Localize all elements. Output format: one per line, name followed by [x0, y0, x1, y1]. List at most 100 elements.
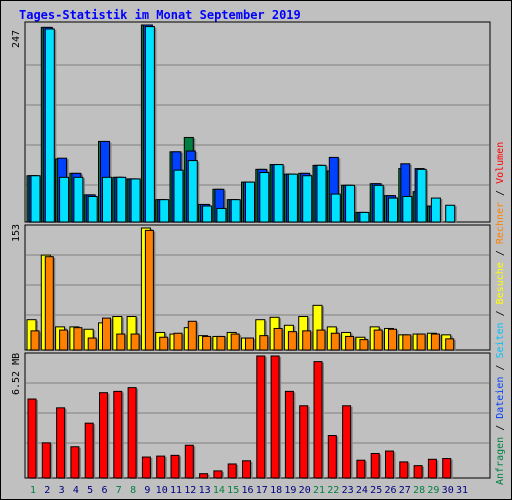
seiten-bar: [144, 26, 155, 223]
legend-entry: Rechner: [495, 202, 506, 244]
day-label: 26: [384, 485, 396, 496]
seiten-bar: [259, 172, 270, 223]
day-label: 11: [170, 485, 182, 496]
seiten-bar: [173, 169, 184, 223]
rechner-bar: [287, 331, 297, 351]
seiten-bar: [73, 176, 84, 223]
legend-separator: /: [495, 244, 506, 262]
day-label: 22: [327, 485, 339, 496]
seiten-bar: [359, 211, 370, 223]
seiten-bar: [287, 173, 298, 223]
rechner-bar: [316, 329, 326, 351]
day-label: 3: [59, 485, 65, 496]
rechner-bar: [187, 320, 197, 351]
volume-bars: [27, 355, 453, 479]
rechner-bar: [245, 337, 254, 351]
day-label: 19: [284, 485, 296, 496]
volumen-bar: [227, 463, 237, 479]
seiten-bar: [430, 197, 441, 223]
volumen-bar: [413, 465, 423, 479]
volumen-bar: [113, 390, 123, 479]
day-label: 25: [370, 485, 382, 496]
rechner-bar: [202, 335, 212, 351]
day-label: 16: [241, 485, 253, 496]
volumen-bar: [41, 442, 51, 479]
day-label: 8: [130, 485, 136, 496]
volumen-bar: [399, 461, 409, 479]
rechner-bar: [216, 335, 226, 351]
seiten-bar: [416, 168, 427, 223]
rechner-bar: [359, 339, 369, 351]
rechner-bar: [144, 229, 154, 351]
seiten-bar: [159, 199, 170, 223]
day-label: 27: [399, 485, 411, 496]
visits-panel-max-label: 153: [11, 224, 22, 242]
rechner-bar: [173, 332, 183, 351]
volume-panel-max-label: 6.52 MB: [11, 353, 22, 395]
day-label: 30: [442, 485, 454, 496]
seiten-bar: [245, 181, 255, 223]
seiten-bar: [202, 205, 213, 223]
day-label: 7: [116, 485, 122, 496]
seiten-bar: [59, 176, 70, 223]
legend-entry: Anfragen: [495, 437, 506, 485]
volumen-bar: [127, 387, 137, 479]
rechner-bar: [416, 333, 426, 351]
rechner-bar: [445, 338, 455, 351]
volumen-bar: [442, 458, 452, 479]
volumen-bar: [299, 405, 309, 479]
day-label: 23: [342, 485, 354, 496]
day-label: 15: [227, 485, 239, 496]
legend-entry: Besuche: [495, 262, 506, 304]
seiten-bar: [130, 178, 141, 223]
rechner-bar: [402, 334, 412, 351]
volumen-bar: [427, 458, 437, 479]
rechner-bar: [373, 329, 383, 351]
volumen-bar: [213, 470, 223, 479]
legend-separator: /: [495, 419, 506, 437]
seiten-bar: [330, 193, 341, 223]
chart-title: Tages-Statistik im Monat September 2019: [19, 8, 301, 22]
volumen-bar: [141, 456, 151, 479]
rechner-bar: [259, 335, 269, 351]
seiten-bar: [316, 164, 327, 223]
legend-separator: /: [495, 359, 506, 377]
day-label: 9: [144, 485, 150, 496]
volumen-bar: [356, 459, 366, 479]
day-label: 14: [213, 485, 225, 496]
seiten-bar: [402, 195, 413, 223]
seiten-bar: [388, 197, 398, 223]
legend-separator: /: [495, 304, 506, 322]
day-labels: 1 2 3 4 5 6 7 8 9 10 11 12 13 14 15 16 17 18 19 20 21 22 23 24 2…: [30, 485, 468, 496]
volumen-bar: [342, 405, 352, 479]
seiten-bar: [345, 184, 356, 223]
rechner-bar: [330, 332, 340, 351]
rechner-bar: [345, 335, 355, 351]
seiten-bar: [230, 199, 241, 223]
day-label: 31: [456, 485, 468, 496]
series-legend: Anfragen / Dateien / Seiten / Besuche / …: [495, 142, 506, 485]
legend-separator: /: [495, 184, 506, 202]
day-label: 5: [87, 485, 93, 496]
volumen-bar: [370, 452, 380, 479]
seiten-bar: [30, 175, 41, 223]
seiten-bar: [273, 164, 284, 223]
volumen-bar: [284, 390, 294, 479]
day-label: 21: [313, 485, 325, 496]
rechner-bar: [159, 336, 169, 351]
day-label: 24: [356, 485, 368, 496]
hits-panel-max-label: 247: [11, 30, 22, 48]
volumen-bar: [156, 455, 166, 479]
day-label: 28: [413, 485, 425, 496]
volumen-bar: [199, 473, 209, 479]
day-label: 18: [270, 485, 282, 496]
rechner-bar: [73, 327, 83, 351]
seiten-bar: [87, 195, 98, 223]
rechner-bar: [116, 333, 126, 351]
seiten-bar: [116, 176, 127, 223]
day-label: 29: [427, 485, 439, 496]
seiten-bar: [373, 184, 384, 223]
seiten-bar: [44, 28, 55, 223]
seiten-bar: [302, 175, 313, 223]
